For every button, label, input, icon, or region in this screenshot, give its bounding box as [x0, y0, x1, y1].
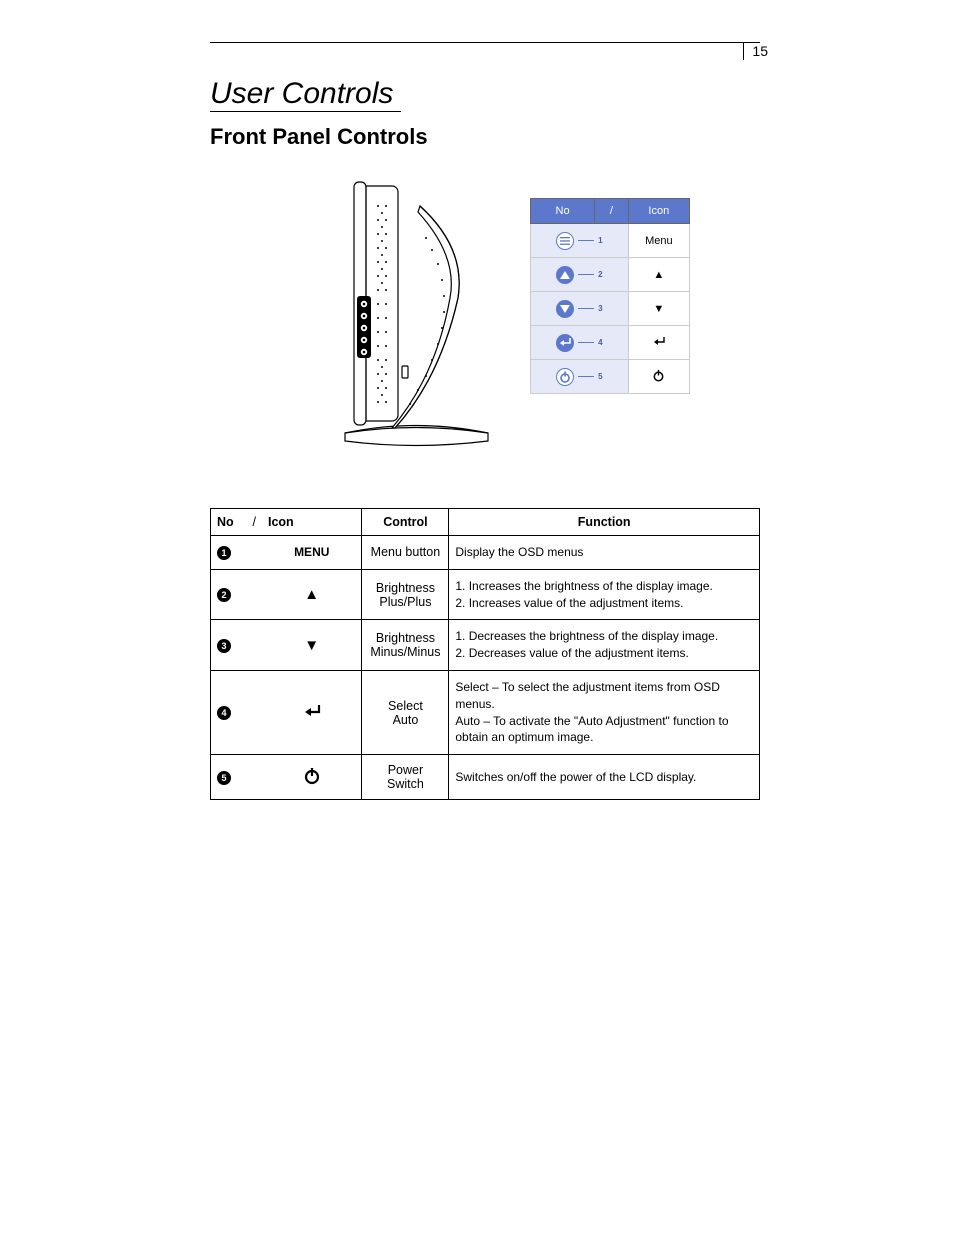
legend-down-icon: [556, 300, 574, 318]
page-number: 15: [743, 42, 768, 60]
legend-no-cell: 1: [531, 224, 629, 258]
legend-no-cell: 5: [531, 360, 629, 394]
page-subtitle: Front Panel Controls: [210, 124, 760, 150]
controls-row: 2 ▲BrightnessPlus/Plus1. Increases the br…: [211, 569, 760, 620]
legend-header-no: No: [531, 199, 595, 224]
legend-num: 3: [598, 304, 602, 313]
legend-row: 5: [531, 360, 690, 394]
controls-header-icon: Icon: [262, 509, 362, 536]
legend-no-cell: 2: [531, 258, 629, 292]
legend-dash: [578, 308, 594, 309]
legend-enter-icon: [556, 334, 574, 352]
controls-sep: [247, 569, 262, 620]
legend-dash: [578, 274, 594, 275]
legend-icon-name: [628, 360, 689, 394]
controls-control: BrightnessMinus/Minus: [362, 620, 449, 671]
controls-header-no: No: [211, 509, 247, 536]
legend-num: 2: [598, 270, 602, 279]
controls-no: 1: [211, 536, 247, 570]
legend-up-icon: [556, 266, 574, 284]
controls-sep: [247, 670, 262, 754]
legend-icon-name: [628, 326, 689, 360]
legend-menu-icon: [556, 232, 574, 250]
controls-sep: [247, 536, 262, 570]
legend-row: 1 Menu: [531, 224, 690, 258]
top-rule: 15: [210, 42, 760, 43]
controls-control: SelectAuto: [362, 670, 449, 754]
legend-row: 4: [531, 326, 690, 360]
controls-row: 5 Power SwitchSwitches on/off the power o…: [211, 755, 760, 800]
legend-power-icon: [556, 368, 574, 386]
legend-no-cell: 3: [531, 292, 629, 326]
controls-row: 4 SelectAutoSelect – To select the adjust…: [211, 670, 760, 754]
legend-dash: [578, 240, 594, 241]
controls-no: 4: [211, 670, 247, 754]
legend-row: 3▼: [531, 292, 690, 326]
controls-row: 1 MENUMenu buttonDisplay the OSD menus: [211, 536, 760, 570]
controls-control: Power Switch: [362, 755, 449, 800]
legend-num: 4: [598, 338, 602, 347]
controls-function: 1. Decreases the brightness of the displ…: [449, 620, 760, 671]
controls-no: 2: [211, 569, 247, 620]
legend-icon-name: ▼: [628, 292, 689, 326]
document-page: 15 User Controls Front Panel Controls: [210, 42, 760, 800]
legend-no-cell: 4: [531, 326, 629, 360]
legend-header-icon: Icon: [628, 199, 689, 224]
controls-sep: [247, 620, 262, 671]
legend-dash: [578, 376, 594, 377]
controls-no: 5: [211, 755, 247, 800]
controls-no: 3: [211, 620, 247, 671]
controls-function: 1. Increases the brightness of the displ…: [449, 569, 760, 620]
controls-header-control: Control: [362, 509, 449, 536]
legend-icon-name: Menu: [628, 224, 689, 258]
controls-function: Select – To select the adjustment items …: [449, 670, 760, 754]
controls-text-icon: MENU: [262, 536, 362, 570]
monitor-sketch: [340, 178, 490, 448]
controls-function: Display the OSD menus: [449, 536, 760, 570]
diagram-row: No / Icon 1Menu2▲3▼45: [270, 178, 760, 448]
controls-up-icon: ▲: [262, 569, 362, 620]
legend-dash: [578, 342, 594, 343]
legend-row: 2▲: [531, 258, 690, 292]
legend-table: No / Icon 1Menu2▲3▼45: [530, 198, 690, 394]
controls-function: Switches on/off the power of the LCD dis…: [449, 755, 760, 800]
controls-table: No / Icon Control Function 1 MENUMenu but…: [210, 508, 760, 800]
controls-sep: [247, 755, 262, 800]
legend-header-sep: /: [595, 199, 629, 224]
legend-icon-name: ▲: [628, 258, 689, 292]
controls-header-function: Function: [449, 509, 760, 536]
controls-row: 3 ▼BrightnessMinus/Minus1. Decreases the …: [211, 620, 760, 671]
controls-control: BrightnessPlus/Plus: [362, 569, 449, 620]
page-title: User Controls: [210, 77, 401, 112]
legend-num: 1: [598, 236, 602, 245]
controls-down-icon: ▼: [262, 620, 362, 671]
controls-header-sep: /: [247, 509, 262, 536]
controls-power-icon: [262, 755, 362, 800]
legend-num: 5: [598, 372, 602, 381]
controls-control: Menu button: [362, 536, 449, 570]
controls-enter-icon: [262, 670, 362, 754]
monitor-svg: [340, 178, 490, 448]
